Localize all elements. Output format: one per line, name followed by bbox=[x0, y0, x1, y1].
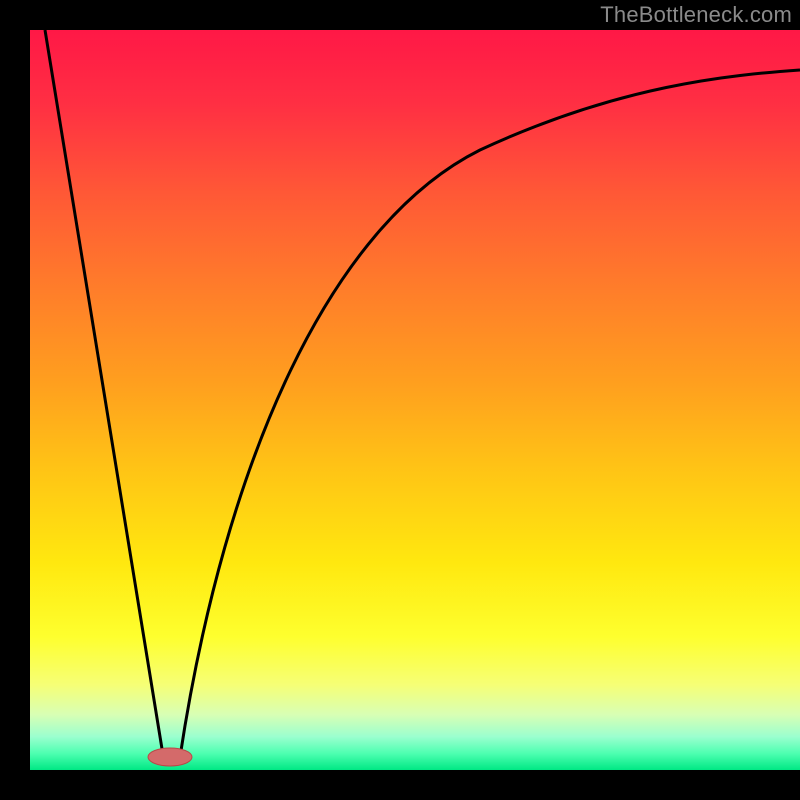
chart-container: { "watermark": { "text": "TheBottleneck.… bbox=[0, 0, 800, 800]
minimum-marker bbox=[148, 748, 192, 766]
bottleneck-chart bbox=[0, 0, 800, 800]
plot-background bbox=[30, 30, 800, 770]
watermark-text: TheBottleneck.com bbox=[600, 2, 792, 28]
